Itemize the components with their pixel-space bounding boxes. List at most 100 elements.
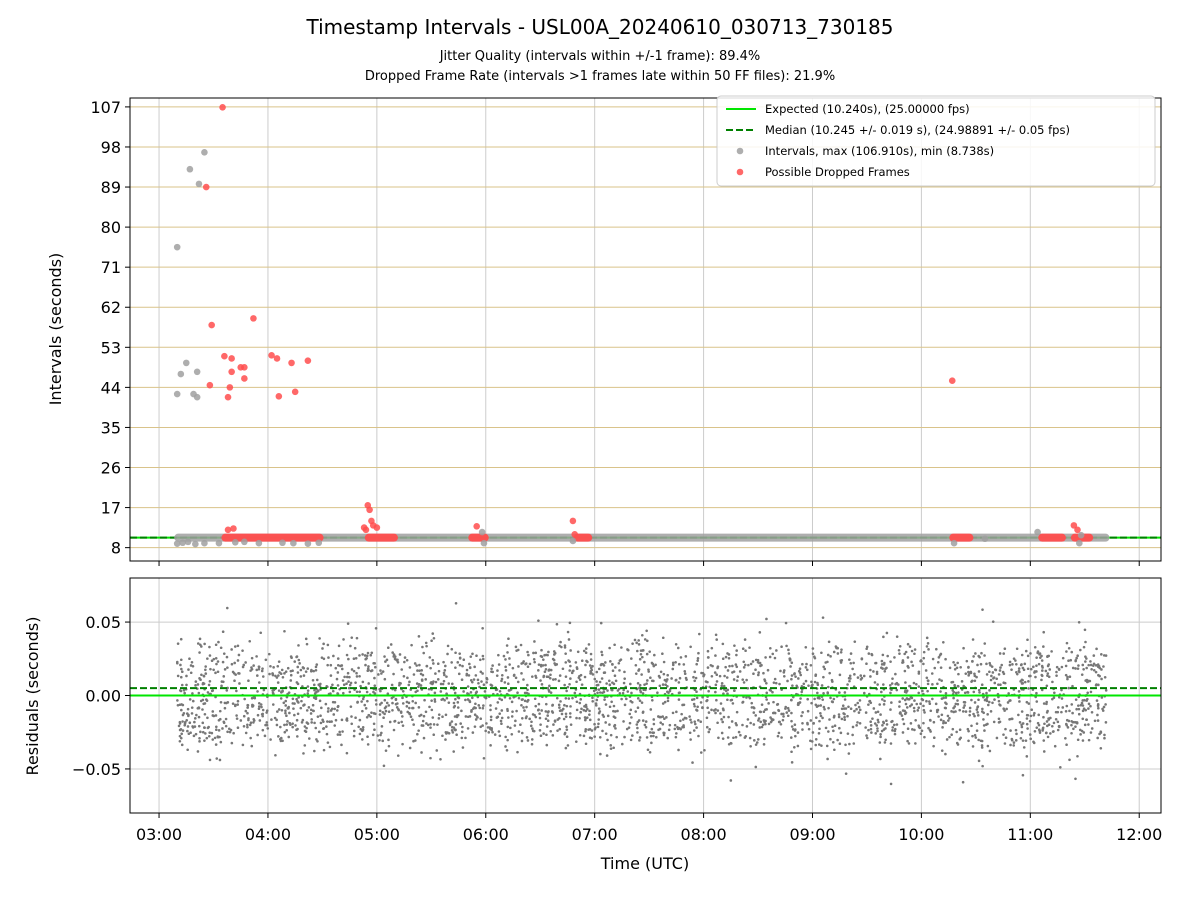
residual-point <box>1012 741 1016 744</box>
residual-point <box>345 653 349 657</box>
dropped-frame-point <box>228 368 235 376</box>
residual-point <box>548 684 551 688</box>
residual-point <box>579 710 582 714</box>
residual-point <box>272 666 275 669</box>
dropped-frames-band <box>949 533 974 542</box>
residual-point <box>414 701 417 705</box>
residual-point <box>307 737 311 740</box>
residual-point <box>417 706 421 709</box>
residual-point <box>748 646 751 649</box>
residual-point <box>465 668 469 672</box>
residual-point <box>591 699 595 703</box>
residual-point <box>826 691 830 695</box>
residual-point <box>964 710 968 713</box>
residual-point <box>246 725 249 729</box>
residual-point <box>713 671 717 674</box>
residual-point <box>1026 727 1029 730</box>
residual-point <box>584 728 588 731</box>
residual-point <box>952 706 955 710</box>
residual-point <box>841 704 845 708</box>
residual-point <box>498 689 502 693</box>
residual-point <box>302 674 306 677</box>
residual-point <box>995 677 999 681</box>
residual-point <box>630 691 633 695</box>
residual-point <box>389 643 393 646</box>
residual-point <box>665 678 669 681</box>
residual-point <box>968 713 971 717</box>
residual-point <box>758 710 762 714</box>
residual-point <box>816 691 819 695</box>
residual-point <box>1025 722 1029 726</box>
residual-point <box>1024 739 1028 742</box>
intervals-ytick-label: 8 <box>111 539 121 558</box>
residual-point <box>479 658 482 662</box>
residual-point <box>823 667 827 671</box>
residual-point <box>617 661 621 665</box>
residual-point <box>197 715 201 719</box>
residual-point <box>1003 709 1006 712</box>
residual-point <box>862 674 866 678</box>
residual-point <box>695 696 699 700</box>
residual-point <box>228 730 232 734</box>
residual-point <box>334 666 338 670</box>
residuals-y-axis-label: Residuals (seconds) <box>23 617 42 776</box>
residual-point <box>1020 731 1024 734</box>
residual-point <box>976 711 979 714</box>
residual-point <box>432 662 435 665</box>
residual-point <box>483 690 487 693</box>
residual-point <box>840 648 843 651</box>
residual-point <box>479 670 483 674</box>
residual-point <box>948 716 951 720</box>
residual-point <box>819 712 822 715</box>
residual-point <box>517 665 520 668</box>
residual-point <box>985 673 989 676</box>
residual-point <box>822 692 825 695</box>
residual-point <box>296 671 300 674</box>
residual-point <box>511 710 514 713</box>
residual-point <box>574 661 578 664</box>
residual-point <box>299 675 303 678</box>
residual-point <box>1056 728 1060 732</box>
residual-point <box>879 713 882 716</box>
residual-point <box>1033 671 1036 674</box>
residual-point <box>423 698 426 702</box>
residual-point <box>786 706 790 710</box>
residual-point <box>674 678 678 682</box>
residual-point <box>666 690 669 694</box>
residual-point <box>703 748 706 752</box>
residual-point <box>814 743 818 747</box>
residual-point <box>587 728 590 731</box>
residual-point <box>284 699 288 703</box>
residual-point <box>578 674 581 678</box>
residual-point <box>883 699 886 703</box>
residuals-xtick-label: 06:00 <box>463 825 509 844</box>
residual-point <box>416 732 419 736</box>
interval-point <box>1034 528 1041 536</box>
residual-point <box>373 692 377 695</box>
residual-point <box>383 677 387 681</box>
residual-point <box>249 721 253 724</box>
residual-point <box>568 669 571 672</box>
residual-point <box>914 742 917 745</box>
residual-point <box>967 665 970 669</box>
residual-point <box>270 718 273 721</box>
residual-point <box>906 656 910 659</box>
residual-point <box>584 651 588 654</box>
residual-point <box>380 731 383 735</box>
residual-point <box>683 672 687 676</box>
residual-point <box>420 751 423 754</box>
residual-point <box>641 719 645 722</box>
residual-point <box>960 680 964 683</box>
residual-point <box>1032 741 1036 745</box>
residual-point <box>431 716 435 719</box>
residual-point <box>280 691 283 694</box>
residual-point <box>827 640 831 644</box>
residual-point <box>258 719 262 722</box>
residual-point <box>798 701 802 704</box>
residual-point <box>500 677 504 681</box>
residual-point <box>409 715 413 719</box>
residual-point <box>944 696 948 699</box>
residual-point <box>786 714 790 718</box>
residual-point <box>354 681 357 684</box>
residual-point <box>942 721 945 725</box>
